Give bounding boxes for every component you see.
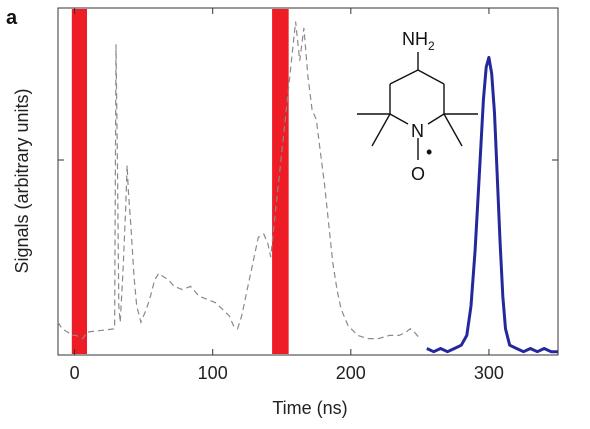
echo-signal-line: [426, 55, 558, 354]
radical-dot: •: [426, 142, 432, 162]
series-layer: [57, 21, 558, 354]
molecule-structure-inset: NH2 N • O: [357, 29, 478, 184]
bond: [443, 113, 463, 147]
oxygen-atom-label: O: [411, 164, 425, 184]
x-tick-layer: 0 100 200 300: [70, 8, 504, 383]
amine-group-label: NH2: [402, 29, 435, 53]
bond: [417, 69, 445, 85]
laser-pulse-bar-1: [71, 9, 88, 354]
x-axis-label: Time (ns): [272, 398, 347, 418]
x-tick-label: 100: [198, 363, 228, 383]
nitrogen-atom-label: N: [411, 121, 424, 141]
x-tick-label: 300: [474, 363, 504, 383]
x-tick-label: 0: [70, 363, 80, 383]
bond: [371, 113, 391, 147]
laser-pulse-layer: [71, 9, 289, 354]
plot-frame: [57, 7, 559, 356]
y-axis-label: Signals (arbitrary units): [12, 88, 32, 273]
bond: [389, 113, 409, 125]
bond: [389, 69, 419, 85]
bond: [427, 113, 445, 125]
x-tick-label: 200: [336, 363, 366, 383]
laser-pulse-bar-2: [272, 9, 289, 354]
probe-signal-dashed-line: [57, 21, 421, 340]
panel-label: a: [6, 7, 18, 29]
